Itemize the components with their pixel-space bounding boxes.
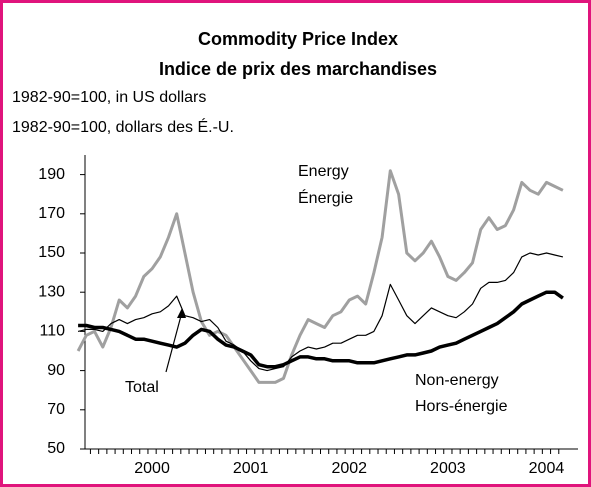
subtitle-fr: 1982-90=100, dollars des É.-U. <box>12 117 234 136</box>
annotation-arrow <box>165 311 183 373</box>
y-tick-label: 170 <box>38 205 65 222</box>
chart-title-fr: Indice de prix des marchandises <box>159 59 437 79</box>
annotation: Total <box>125 379 159 396</box>
y-tick-label: 90 <box>47 362 65 379</box>
series-line <box>76 169 564 384</box>
y-tick-label: 130 <box>38 283 65 300</box>
series-line <box>77 252 564 372</box>
y-tick-label: 50 <box>47 440 65 457</box>
chart-title: Commodity Price Index <box>198 29 398 49</box>
annotation: Hors-énergie <box>415 398 508 415</box>
annotation: Énergie <box>298 188 353 207</box>
x-tick-label: 2000 <box>134 460 170 477</box>
y-tick-label: 110 <box>39 323 65 340</box>
annotation: Energy <box>298 163 349 180</box>
subtitle: 1982-90=100, in US dollars <box>12 89 206 106</box>
series-line <box>78 290 564 369</box>
y-tick-label: 190 <box>38 166 65 183</box>
x-tick-label: 2001 <box>233 460 269 477</box>
y-tick-label: 70 <box>47 401 65 418</box>
x-tick-label: 2002 <box>331 460 367 477</box>
annotation: Non-energy <box>415 372 499 389</box>
x-tick-label: 2003 <box>430 460 466 477</box>
arrow-head <box>177 308 186 318</box>
x-tick-label: 2004 <box>529 460 565 477</box>
y-tick-label: 150 <box>38 244 65 261</box>
